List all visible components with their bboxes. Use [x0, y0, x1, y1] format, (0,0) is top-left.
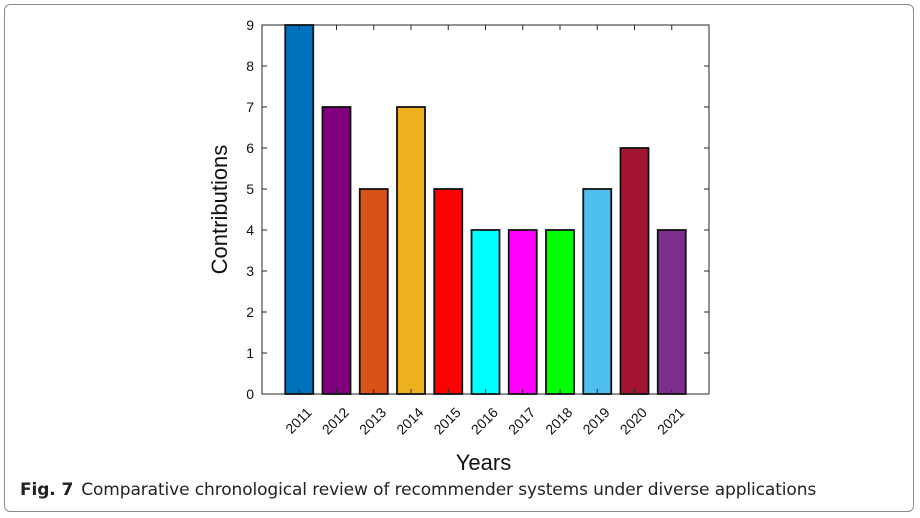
y-tick-label: 5	[246, 181, 254, 197]
y-tick-label: 9	[246, 17, 254, 33]
x-tick-label: 2014	[393, 404, 426, 437]
figure-caption-text: Comparative chronological review of reco…	[81, 480, 817, 500]
x-tick-label: 2016	[468, 404, 501, 437]
x-tick-label: 2011	[282, 404, 315, 437]
bar-2021	[656, 229, 687, 395]
y-tick-label: 1	[246, 345, 254, 361]
bar-2018	[545, 229, 575, 395]
x-tick-label: 2019	[579, 404, 612, 437]
bar-2019	[582, 188, 613, 395]
y-tick-label: 7	[246, 99, 254, 115]
x-tick-label: 2013	[356, 404, 389, 437]
y-tick-label: 6	[246, 140, 254, 156]
figure-caption: Fig. 7 Comparative chronological review o…	[20, 480, 816, 500]
bar-2015	[433, 188, 464, 395]
bar-2011	[284, 24, 315, 395]
y-tick-label: 2	[246, 304, 254, 320]
x-tick-label: 2015	[430, 404, 463, 437]
bar-2017	[507, 229, 538, 395]
bar-2012	[321, 106, 352, 395]
figure-label: Fig. 7	[20, 480, 74, 500]
x-tick-label: 2018	[542, 404, 575, 437]
bar-2013	[358, 188, 389, 395]
y-tick-label: 4	[246, 222, 254, 238]
x-tick-label: 2021	[654, 404, 687, 437]
x-axis-label: Years	[456, 450, 511, 475]
y-tick-label: 8	[246, 58, 254, 74]
x-tick-label: 2012	[319, 404, 352, 437]
bar-2020	[619, 147, 650, 395]
y-axis: 0 1 2 3 4 5 6 7 8 9	[246, 17, 709, 402]
bars	[284, 24, 687, 395]
y-axis-label: Contributions	[207, 145, 232, 275]
bar-2016	[470, 229, 501, 395]
bar-2014	[396, 106, 426, 395]
y-tick-label: 3	[246, 263, 254, 279]
x-tick-label: 2017	[505, 404, 538, 437]
x-tick-label: 2020	[617, 404, 650, 437]
y-tick-label: 0	[246, 386, 254, 402]
